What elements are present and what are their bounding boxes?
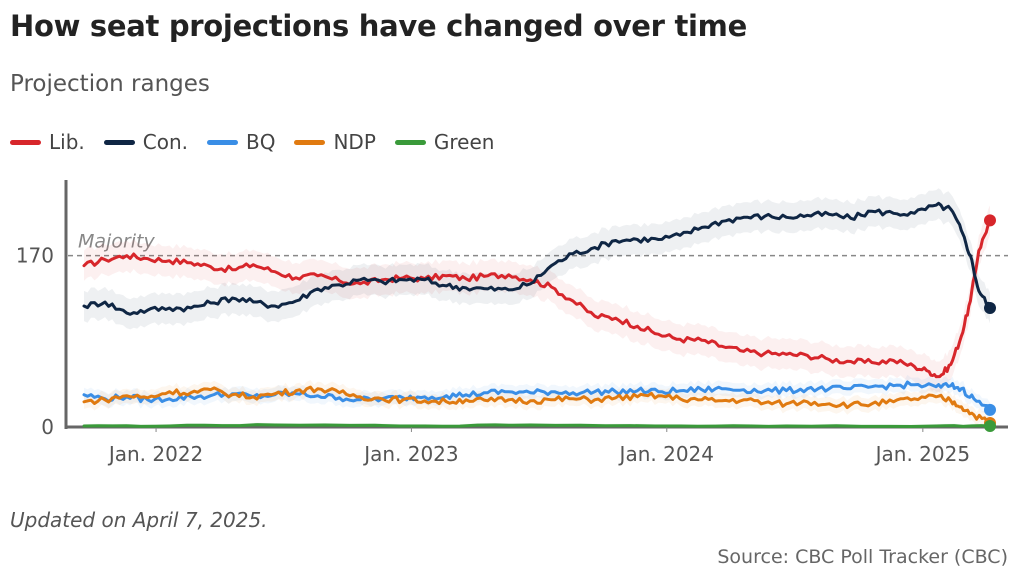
- legend-swatch-ndp: [294, 139, 326, 145]
- legend: Lib. Con. BQ NDP Green: [10, 130, 513, 154]
- series-line-bq: [82, 380, 992, 412]
- projection-band-lib: [84, 205, 990, 392]
- y-tick-label: 170: [16, 244, 54, 268]
- legend-swatch-lib: [10, 139, 41, 145]
- legend-swatch-green: [394, 139, 426, 145]
- legend-label-ndp: NDP: [333, 130, 376, 154]
- legend-item-green[interactable]: Green: [394, 130, 495, 154]
- x-tick-label: Jan. 2023: [362, 442, 458, 466]
- legend-swatch-bq: [207, 139, 238, 145]
- legend-item-lib[interactable]: Lib.: [10, 130, 85, 154]
- series-line-ndp: [82, 385, 992, 425]
- chart-title: How seat projections have changed over t…: [10, 9, 747, 43]
- legend-label-lib: Lib.: [49, 130, 85, 154]
- chart-subtitle: Projection ranges: [10, 71, 210, 97]
- legend-label-con: Con.: [142, 130, 188, 154]
- legend-label-bq: BQ: [246, 130, 276, 154]
- x-tick-label: Jan. 2022: [107, 442, 203, 466]
- legend-item-bq[interactable]: BQ: [207, 130, 275, 154]
- projection-band-bq: [84, 374, 990, 417]
- series-line-green: [82, 423, 992, 428]
- series-line-con: [82, 201, 992, 316]
- x-tick-label: Jan. 2025: [874, 442, 970, 466]
- legend-label-green: Green: [433, 130, 495, 154]
- source-note: Source: CBC Poll Tracker (CBC): [717, 546, 1008, 568]
- series-endpoint-lib: [984, 214, 996, 227]
- majority-label: Majority: [78, 231, 155, 253]
- series-line-lib: [82, 218, 992, 379]
- y-tick-label: 0: [41, 415, 54, 439]
- series-endpoint-green: [984, 419, 996, 432]
- series-endpoint-bq: [984, 403, 996, 416]
- updated-note: Updated on April 7, 2025.: [10, 508, 268, 532]
- series-endpoint-con: [984, 302, 996, 315]
- legend-item-ndp[interactable]: NDP: [294, 130, 376, 154]
- legend-item-con[interactable]: Con.: [103, 130, 188, 154]
- x-tick-label: Jan. 2024: [618, 442, 714, 466]
- legend-swatch-con: [103, 139, 135, 145]
